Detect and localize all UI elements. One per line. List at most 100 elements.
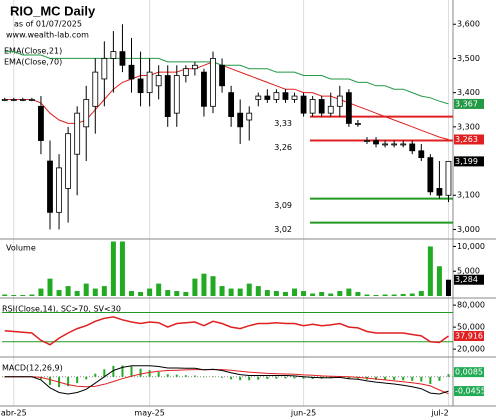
histogram-bar bbox=[257, 376, 260, 380]
candle-body bbox=[128, 64, 135, 80]
histogram-bar bbox=[284, 376, 287, 379]
volume-bar bbox=[382, 294, 388, 296]
volume-bar bbox=[255, 286, 261, 296]
candle-body bbox=[173, 75, 180, 114]
candle-body bbox=[164, 75, 171, 117]
histogram-bar bbox=[202, 376, 205, 378]
y-tick-label: 50,000 bbox=[457, 323, 485, 332]
histogram-bar bbox=[76, 376, 79, 384]
candle-body bbox=[264, 95, 271, 100]
last-value-box bbox=[454, 156, 484, 167]
candle-body bbox=[445, 160, 452, 196]
volume-bar bbox=[210, 276, 216, 296]
histogram-bar bbox=[175, 374, 178, 377]
histogram-bar bbox=[302, 376, 305, 379]
histogram-bar bbox=[157, 372, 160, 377]
last-value-box bbox=[454, 386, 484, 397]
volume-bar bbox=[92, 288, 98, 296]
candle-body bbox=[65, 133, 72, 189]
pane-title: RSI(Close,14), SC>70, SV<30 bbox=[2, 305, 121, 314]
macd-line bbox=[4, 365, 449, 395]
candle-body bbox=[327, 105, 334, 114]
volume-bar bbox=[192, 278, 198, 296]
last-value-label: 3,263 bbox=[455, 135, 478, 144]
histogram-bar bbox=[103, 369, 106, 377]
histogram-bar bbox=[429, 376, 432, 385]
last-value-box bbox=[454, 134, 484, 145]
histogram-bar bbox=[39, 376, 42, 380]
volume-bar bbox=[2, 294, 8, 296]
y-tick-label: 3,500 bbox=[457, 54, 480, 63]
candle-body bbox=[74, 112, 81, 155]
volume-bar bbox=[219, 286, 225, 296]
candle-body bbox=[345, 92, 352, 124]
histogram-bar bbox=[447, 374, 450, 377]
last-value-label: -0,0455 bbox=[455, 387, 486, 396]
volume-bar bbox=[237, 288, 243, 296]
volume-bar bbox=[228, 288, 234, 296]
volume-bar bbox=[310, 293, 316, 296]
volume-bar bbox=[418, 291, 424, 296]
candle-body bbox=[382, 143, 388, 146]
candle-body bbox=[400, 143, 407, 146]
volume-bar bbox=[328, 293, 334, 296]
candle-body bbox=[110, 51, 117, 59]
last-value-box bbox=[454, 330, 484, 341]
histogram-bar bbox=[221, 376, 224, 378]
histogram-bar bbox=[139, 368, 142, 377]
candle-body bbox=[155, 75, 162, 87]
volume-bar bbox=[165, 290, 171, 296]
volume-bar bbox=[65, 286, 71, 296]
candle-body bbox=[336, 95, 343, 107]
last-value-label: 3,284 bbox=[455, 275, 478, 284]
histogram-bar bbox=[266, 376, 269, 379]
candle-body bbox=[137, 78, 144, 94]
candle-body bbox=[391, 143, 398, 146]
volume-bar bbox=[119, 241, 125, 296]
histogram-bar bbox=[275, 376, 278, 379]
histogram-bar bbox=[130, 366, 133, 377]
level-label: 3,09 bbox=[274, 201, 292, 210]
histogram-bar bbox=[230, 376, 233, 380]
chart-title: RIO_MC Daily bbox=[10, 3, 96, 18]
candle-body bbox=[83, 99, 90, 128]
histogram-bar bbox=[85, 376, 88, 380]
volume-bar bbox=[282, 292, 288, 296]
histogram-bar bbox=[148, 370, 151, 377]
candle-body bbox=[219, 64, 225, 87]
volume-bar bbox=[301, 291, 307, 296]
candle-body bbox=[10, 99, 17, 101]
candle-body bbox=[47, 160, 53, 213]
candle-body bbox=[373, 140, 379, 145]
ema-line bbox=[4, 51, 449, 105]
y-tick-label: 3,400 bbox=[457, 88, 480, 97]
candle-body bbox=[300, 95, 307, 114]
volume-bar bbox=[147, 288, 153, 296]
candle-body bbox=[427, 157, 434, 193]
y-tick-label: 3,000 bbox=[457, 225, 480, 234]
volume-bar bbox=[138, 292, 144, 296]
last-value-box bbox=[454, 274, 484, 285]
histogram-bar bbox=[347, 376, 350, 379]
last-value-label: 37,916 bbox=[455, 331, 483, 340]
volume-bar bbox=[183, 292, 189, 296]
signal-line bbox=[4, 369, 449, 395]
pane-title: MACD(12,26,9) bbox=[2, 364, 63, 373]
candle-body bbox=[182, 68, 189, 76]
histogram-bar bbox=[411, 376, 414, 381]
last-value-box bbox=[454, 98, 484, 109]
candle-body bbox=[28, 99, 35, 101]
volume-bar bbox=[364, 294, 370, 296]
volume-bar bbox=[56, 290, 62, 296]
histogram-bar bbox=[121, 365, 124, 377]
x-tick-label: may-25 bbox=[134, 409, 164, 418]
histogram-bar bbox=[293, 376, 296, 379]
y-tick-label: 5,000 bbox=[457, 267, 480, 276]
last-value-box bbox=[454, 367, 484, 378]
volume-bar bbox=[174, 291, 180, 296]
candle-body bbox=[409, 143, 416, 152]
candle-body bbox=[418, 150, 425, 159]
histogram-bar bbox=[384, 376, 387, 380]
source: www.wealth-lab.com bbox=[6, 31, 89, 40]
